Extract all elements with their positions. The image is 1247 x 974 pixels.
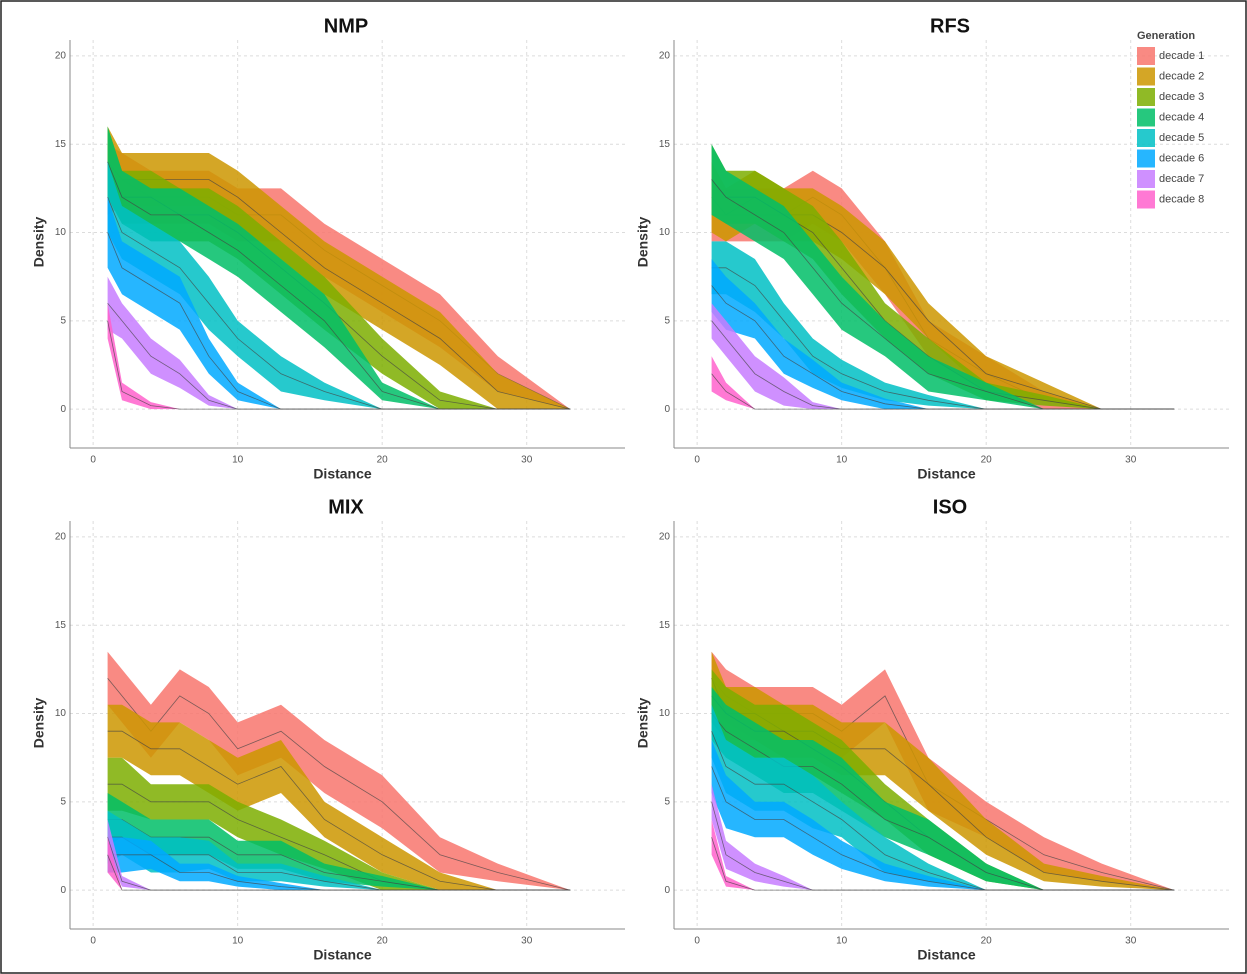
x-tick-label: 10 (232, 936, 244, 947)
y-tick-label: 15 (55, 139, 67, 150)
y-tick-label: 10 (55, 708, 67, 719)
legend-label: decade 7 (1159, 173, 1204, 185)
mean-line (107, 320, 571, 410)
y-tick-label: 5 (60, 315, 66, 326)
y-tick-label: 20 (659, 532, 671, 543)
ribbon (107, 161, 571, 410)
ribbon (107, 126, 571, 410)
ribbon (711, 241, 1175, 410)
ribbon (711, 740, 1175, 891)
mean-line (107, 854, 571, 891)
chart-title: RFS (930, 15, 970, 37)
ribbon (107, 704, 571, 891)
x-tick-label: 20 (377, 455, 389, 466)
mean-line (107, 730, 571, 891)
x-tick-label: 0 (694, 455, 700, 466)
x-tick-label: 30 (521, 936, 533, 947)
legend-swatch (1137, 190, 1155, 209)
x-axis-label: Distance (917, 466, 976, 482)
ribbon (711, 651, 1175, 891)
y-axis-label: Density (31, 698, 47, 749)
mean-line (711, 373, 1175, 410)
x-tick-label: 30 (1125, 936, 1137, 947)
x-tick-label: 20 (981, 936, 993, 947)
x-tick-label: 20 (377, 936, 389, 947)
legend-label: decade 1 (1159, 50, 1204, 62)
x-tick-label: 0 (694, 936, 700, 947)
y-tick-label: 20 (659, 51, 671, 62)
legend-label: decade 3 (1159, 91, 1204, 103)
chart-title: MIX (328, 496, 364, 518)
x-tick-label: 30 (521, 455, 533, 466)
mean-line (711, 837, 1175, 891)
ribbon (107, 651, 571, 891)
legend-label: decade 6 (1159, 152, 1204, 164)
legend-swatch (1137, 88, 1155, 106)
y-tick-label: 5 (664, 796, 670, 807)
legend-swatch (1137, 67, 1155, 86)
y-tick-label: 0 (664, 404, 670, 415)
y-axis-label: Density (635, 698, 651, 749)
y-tick-label: 5 (664, 315, 670, 326)
x-tick-label: 0 (90, 455, 96, 466)
legend-title: Generation (1137, 30, 1195, 42)
legend-swatch (1137, 149, 1155, 168)
y-tick-label: 20 (55, 532, 67, 543)
legend-swatch (1137, 170, 1155, 188)
ribbon (711, 259, 1175, 410)
ribbon (711, 144, 1175, 410)
y-tick-label: 20 (55, 51, 67, 62)
x-tick-label: 10 (836, 455, 848, 466)
x-axis-label: Distance (917, 947, 976, 963)
y-tick-label: 15 (659, 139, 671, 150)
y-axis-label: Density (635, 217, 651, 268)
legend-swatch (1137, 47, 1155, 65)
y-tick-label: 15 (55, 620, 67, 631)
y-tick-label: 0 (60, 885, 66, 896)
ribbon (107, 126, 571, 410)
y-tick-label: 15 (659, 620, 671, 631)
ribbon (711, 144, 1175, 410)
chart-title: ISO (933, 496, 967, 518)
legend-swatch (1137, 129, 1155, 147)
x-axis-label: Distance (313, 947, 372, 963)
chart-title: NMP (324, 15, 368, 37)
y-tick-label: 0 (664, 885, 670, 896)
x-tick-label: 30 (1125, 455, 1137, 466)
legend-label: decade 4 (1159, 111, 1204, 123)
y-tick-label: 5 (60, 796, 66, 807)
x-tick-label: 0 (90, 936, 96, 947)
y-tick-label: 0 (60, 404, 66, 415)
legend-label: decade 5 (1159, 132, 1204, 144)
y-tick-label: 10 (659, 227, 671, 238)
ribbon (711, 704, 1175, 891)
x-axis-label: Distance (313, 466, 372, 482)
x-tick-label: 10 (232, 455, 244, 466)
y-tick-label: 10 (659, 708, 671, 719)
ribbon (711, 784, 1175, 891)
y-tick-label: 10 (55, 227, 67, 238)
x-tick-label: 10 (836, 936, 848, 947)
legend-label: decade 2 (1159, 70, 1204, 82)
legend-label: decade 8 (1159, 193, 1204, 205)
legend-swatch (1137, 108, 1155, 127)
ribbon (107, 757, 571, 891)
x-tick-label: 20 (981, 455, 993, 466)
y-axis-label: Density (31, 217, 47, 268)
